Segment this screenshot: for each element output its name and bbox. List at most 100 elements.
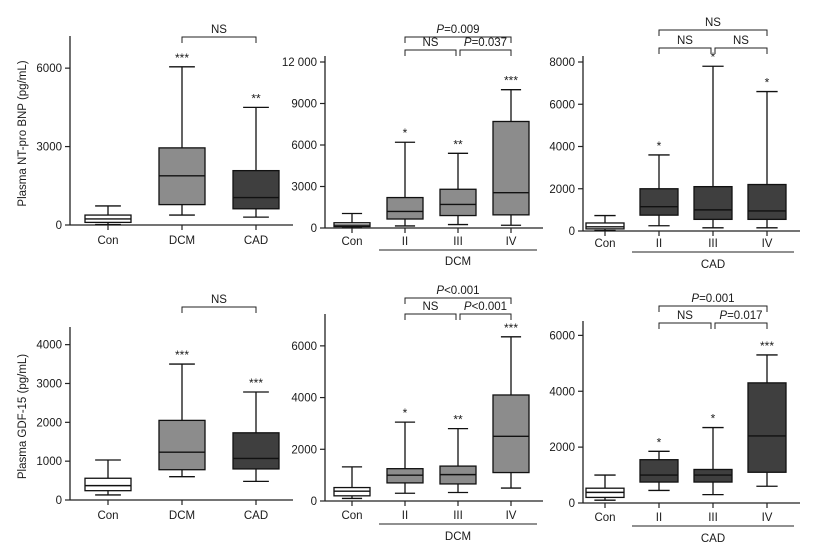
x-tick-label: IV xyxy=(506,236,517,248)
x-tick-label: Con xyxy=(97,510,118,522)
y-tick-label: 6000 xyxy=(291,341,317,353)
comparison-bracket: P=0.017 xyxy=(714,310,768,329)
box-iii: * III xyxy=(693,412,733,524)
y-tick-label: 4000 xyxy=(549,142,575,154)
x-tick-label: III xyxy=(708,238,718,250)
x-tick-label: Con xyxy=(594,238,615,250)
y-axis-label: Plasma GDF-15 (pg/mL) xyxy=(17,354,29,479)
box-con: Con xyxy=(84,459,132,522)
bracket-line xyxy=(459,313,512,320)
y-tick-label: 0 xyxy=(569,498,575,510)
box-ii: * II xyxy=(386,406,424,522)
box-dcm: *** DCM xyxy=(158,348,206,522)
significance-label: *** xyxy=(504,321,518,335)
y-tick-label: 3000 xyxy=(36,378,62,390)
box-dcm: *** DCM xyxy=(158,51,206,247)
y-tick-label: 0 xyxy=(569,226,575,238)
box-iqr xyxy=(492,394,530,474)
x-tick-label: CAD xyxy=(244,510,268,522)
comparison-bracket: NS xyxy=(658,35,712,54)
significance-label: *** xyxy=(249,376,263,390)
comparison-bracket: P<0.001 xyxy=(459,301,512,320)
x-group-label: CAD xyxy=(701,259,725,271)
comparison-label: P<0.001 xyxy=(464,301,507,313)
comparison-bracket: NS xyxy=(181,294,257,313)
y-tick-label: 0 xyxy=(311,496,317,508)
x-tick-label: II xyxy=(656,512,662,524)
x-tick-label: Con xyxy=(97,235,118,247)
box-iqr xyxy=(639,188,679,216)
box-cad: ** CAD xyxy=(232,91,280,247)
x-tick-label: III xyxy=(708,512,718,524)
box-cad: *** CAD xyxy=(232,376,280,522)
comparison-bracket: P<0.001 xyxy=(404,285,512,304)
x-tick-label: Con xyxy=(341,236,362,248)
x-group-label: DCM xyxy=(445,256,471,268)
box-con: Con xyxy=(333,466,371,522)
box-iqr xyxy=(747,183,787,221)
chart-panel-5: 0 2000 4000 6000 Con * II ** III *** IV DCM P<0.001 N… xyxy=(291,285,543,543)
comparison-label: P=0.037 xyxy=(464,37,507,49)
y-tick-label: 1000 xyxy=(36,456,62,468)
box-iqr xyxy=(386,196,424,220)
bracket-line xyxy=(658,305,768,312)
x-tick-label: Con xyxy=(594,512,615,524)
comparison-bracket: NS xyxy=(181,24,257,43)
x-tick-label: IV xyxy=(762,512,773,524)
y-tick-label: 0 xyxy=(56,220,62,232)
box-con: Con xyxy=(84,205,132,247)
bracket-line xyxy=(404,36,512,43)
bracket-line xyxy=(181,306,257,313)
comparison-label: NS xyxy=(705,17,721,29)
x-tick-label: III xyxy=(453,510,463,522)
comparison-bracket: P=0.037 xyxy=(459,37,512,56)
box-iv: *** IV xyxy=(492,321,530,522)
significance-label: * xyxy=(765,76,770,90)
comparison-label: P=0.001 xyxy=(691,293,734,305)
bracket-line xyxy=(714,322,768,329)
comparison-label: NS xyxy=(733,35,749,47)
significance-label: * xyxy=(711,412,716,426)
comparison-bracket: P=0.001 xyxy=(658,293,768,312)
comparison-bracket: NS xyxy=(714,35,768,54)
bracket-line xyxy=(459,49,512,56)
comparison-label: NS xyxy=(677,310,693,322)
significance-label: * xyxy=(403,406,408,420)
y-tick-label: 3000 xyxy=(291,182,317,194)
comparison-label: P<0.001 xyxy=(436,285,479,297)
bracket-line xyxy=(181,36,257,43)
comparison-bracket: NS xyxy=(658,17,768,36)
bracket-line xyxy=(404,49,457,56)
y-tick-label: 2000 xyxy=(549,442,575,454)
significance-label: ** xyxy=(453,413,463,427)
x-tick-label: III xyxy=(453,236,463,248)
y-tick-label: 4000 xyxy=(291,393,317,405)
box-con: Con xyxy=(333,212,371,248)
box-ii: * II xyxy=(639,435,679,524)
y-tick-label: 6000 xyxy=(549,99,575,111)
box-con: Con xyxy=(585,474,625,524)
box-iqr xyxy=(693,185,733,221)
x-group-label: DCM xyxy=(445,531,471,543)
comparison-label: NS xyxy=(423,37,439,49)
box-iqr xyxy=(158,419,206,471)
significance-label: *** xyxy=(175,348,189,362)
x-tick-label: IV xyxy=(762,238,773,250)
y-tick-label: 4000 xyxy=(36,340,62,352)
comparison-bracket: NS xyxy=(658,310,712,329)
significance-label: * xyxy=(657,435,662,449)
box-iv: * IV xyxy=(747,76,787,250)
y-tick-label: 4000 xyxy=(549,386,575,398)
significance-label: *** xyxy=(760,339,774,353)
y-tick-label: 0 xyxy=(56,495,62,507)
comparison-bracket: NS xyxy=(404,37,457,56)
y-tick-label: 2000 xyxy=(36,417,62,429)
box-iqr xyxy=(439,188,477,217)
significance-label: *** xyxy=(504,74,518,88)
box-iqr xyxy=(747,382,787,473)
comparison-label: NS xyxy=(677,35,693,47)
x-group-label: CAD xyxy=(701,533,725,545)
bracket-line xyxy=(404,297,512,304)
x-tick-label: II xyxy=(656,238,662,250)
